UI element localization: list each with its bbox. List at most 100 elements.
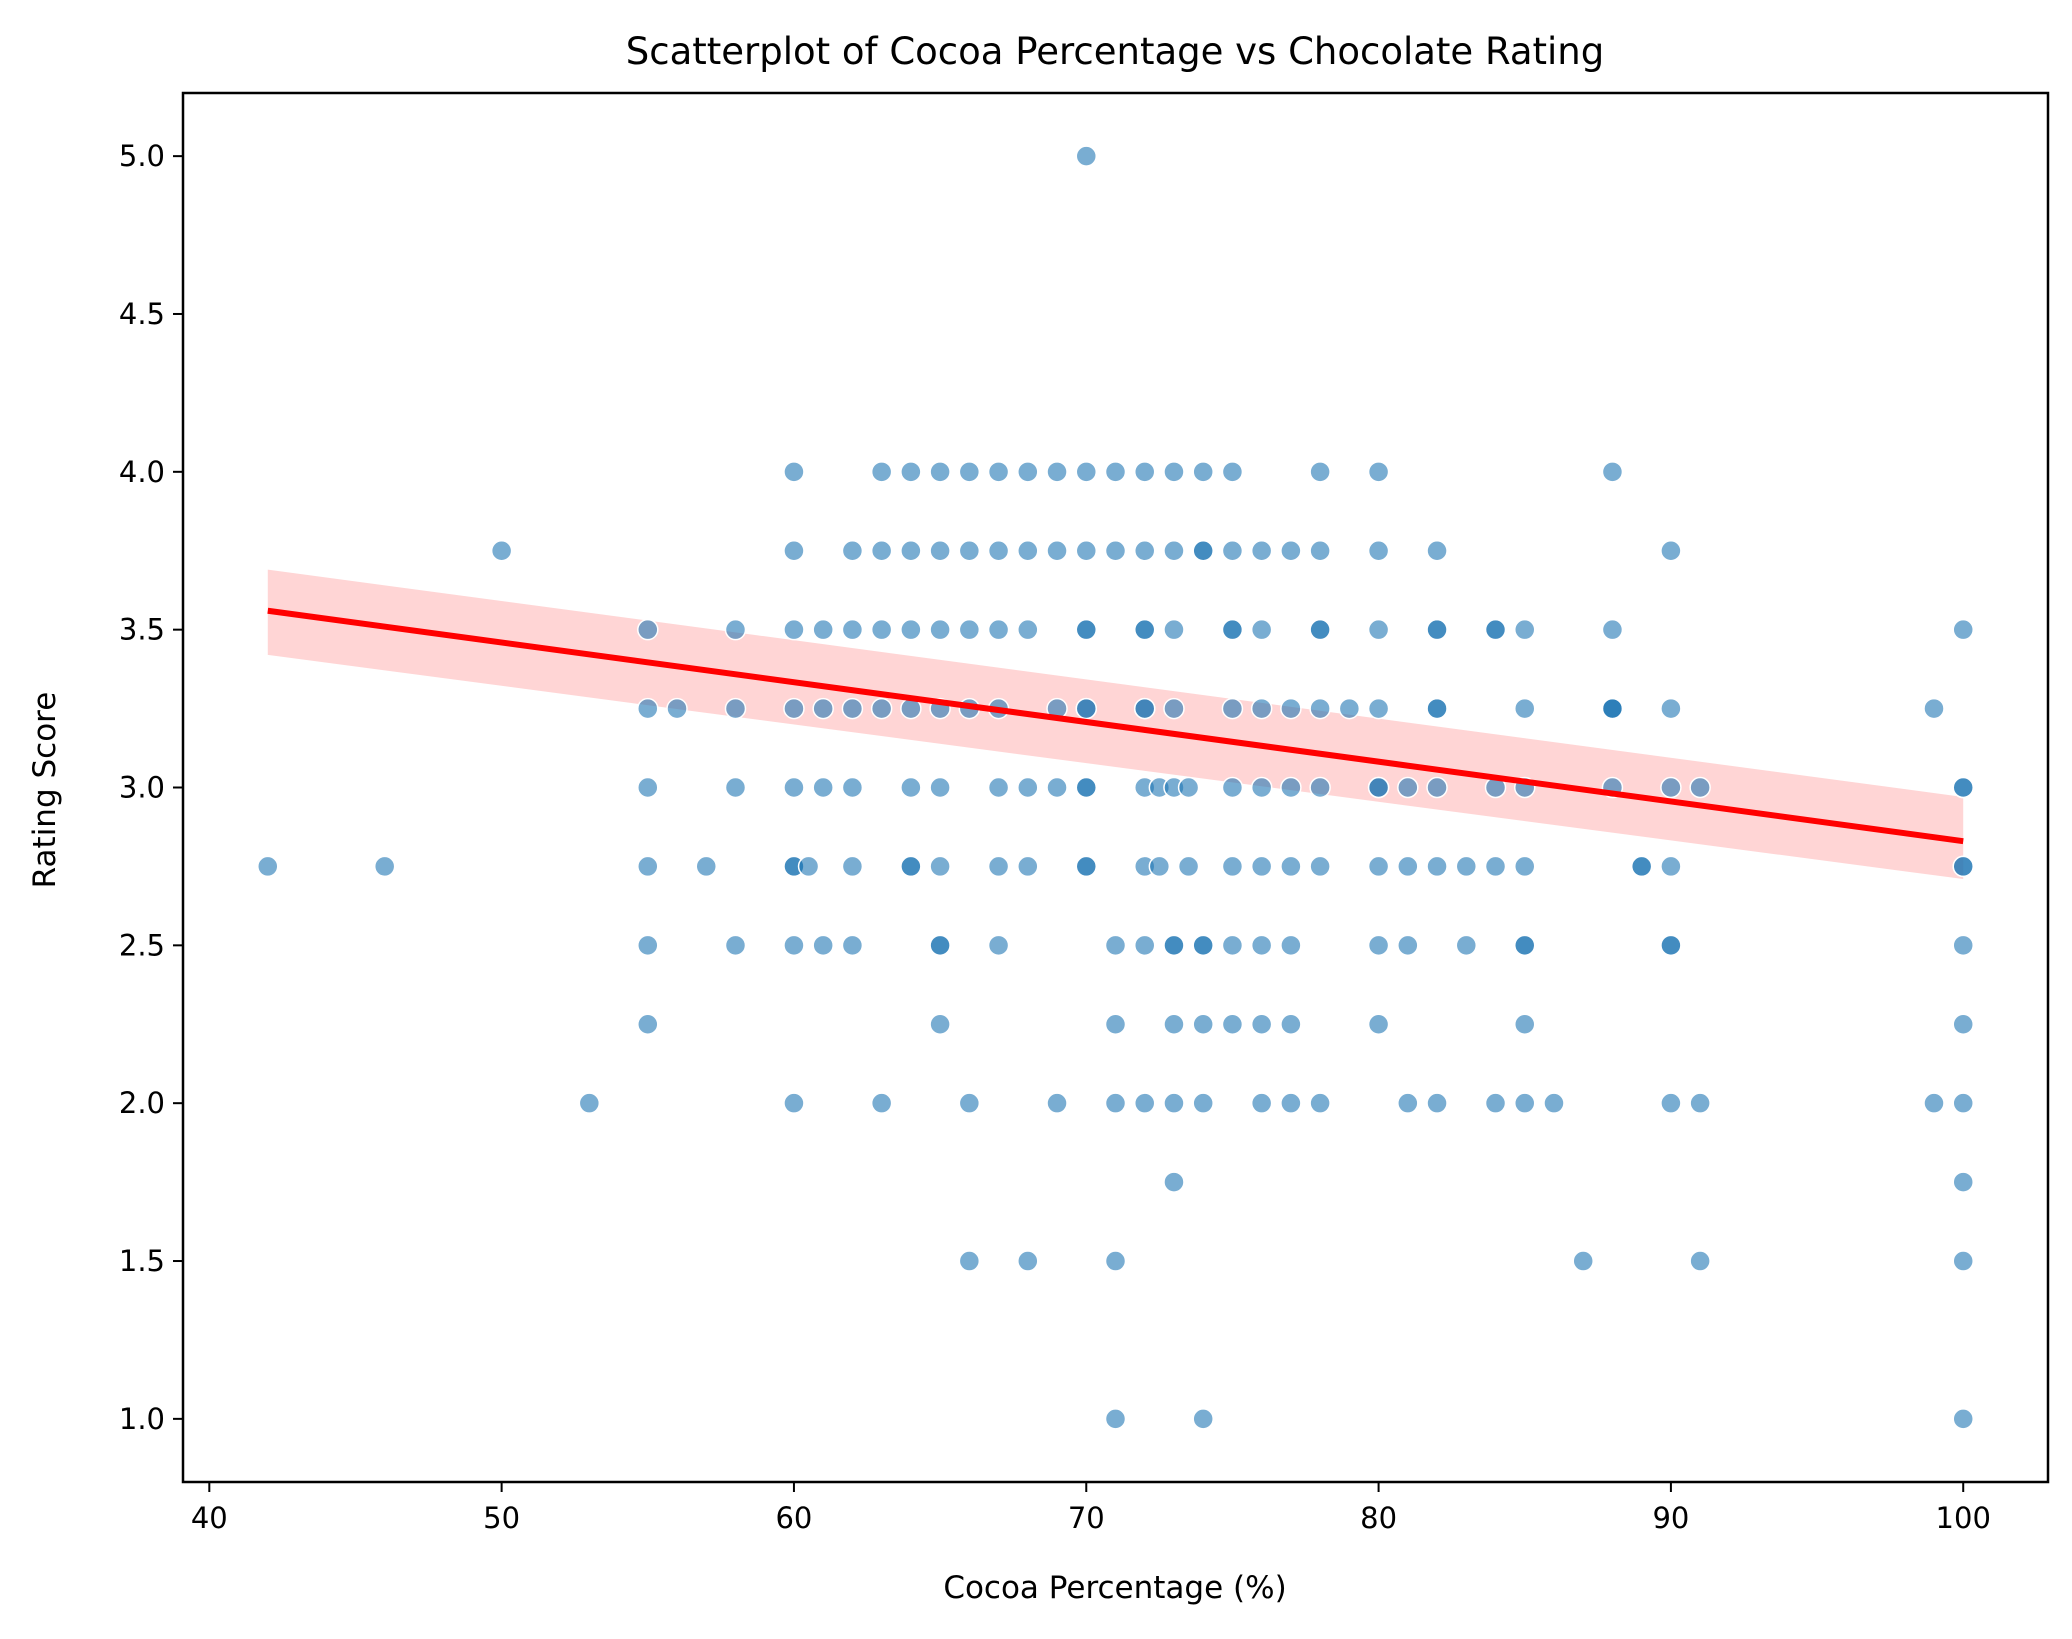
data-point bbox=[1513, 1013, 1536, 1036]
data-point bbox=[900, 618, 922, 641]
x-axis-ticks: 40 50 60 70 80 90 100 bbox=[191, 1482, 1991, 1535]
data-point bbox=[1280, 934, 1302, 957]
data-point bbox=[929, 618, 951, 641]
data-point bbox=[1660, 855, 1682, 878]
data-point bbox=[1280, 697, 1302, 720]
data-point bbox=[1192, 539, 1214, 562]
data-point bbox=[1572, 1250, 1594, 1272]
data-point bbox=[1280, 855, 1302, 878]
data-point bbox=[1133, 539, 1156, 562]
data-point bbox=[1250, 855, 1273, 878]
data-point bbox=[812, 618, 834, 641]
data-point bbox=[1660, 539, 1682, 562]
data-point bbox=[1250, 697, 1273, 720]
data-point bbox=[929, 461, 951, 483]
data-point bbox=[783, 776, 805, 799]
data-point bbox=[958, 1092, 981, 1114]
data-point bbox=[1426, 1092, 1448, 1114]
data-point bbox=[870, 1092, 893, 1114]
data-point bbox=[1104, 934, 1127, 957]
data-point bbox=[1367, 539, 1390, 562]
data-point bbox=[1455, 934, 1478, 957]
data-point bbox=[724, 697, 747, 720]
data-point bbox=[1221, 855, 1244, 878]
data-point bbox=[724, 776, 747, 799]
chart-title: Scatterplot of Cocoa Percentage vs Choco… bbox=[626, 30, 1605, 73]
data-point bbox=[1177, 855, 1200, 878]
data-point bbox=[900, 855, 922, 878]
data-point bbox=[1250, 934, 1273, 957]
data-point bbox=[1309, 697, 1331, 720]
data-point bbox=[1367, 1013, 1390, 1036]
data-point bbox=[1952, 1408, 1974, 1430]
data-point bbox=[1660, 697, 1682, 720]
y-tick-label: 3.5 bbox=[119, 613, 165, 647]
data-point bbox=[1426, 855, 1448, 878]
data-point bbox=[1163, 461, 1185, 483]
data-point bbox=[1660, 776, 1682, 799]
data-point bbox=[1280, 539, 1302, 562]
data-point bbox=[1280, 1092, 1302, 1114]
data-point bbox=[1338, 697, 1361, 720]
data-point bbox=[1221, 618, 1244, 641]
data-point bbox=[1133, 934, 1156, 957]
data-point bbox=[1046, 776, 1068, 799]
data-point bbox=[1426, 697, 1448, 720]
data-point bbox=[987, 855, 1010, 878]
data-point bbox=[1952, 618, 1974, 641]
data-point bbox=[958, 539, 981, 562]
data-point bbox=[1192, 461, 1214, 483]
y-tick-label: 1.0 bbox=[119, 1402, 165, 1436]
data-point bbox=[1017, 1250, 1039, 1272]
data-point bbox=[1133, 697, 1156, 720]
data-point bbox=[1601, 697, 1624, 720]
x-tick-label: 60 bbox=[775, 1501, 812, 1535]
data-point bbox=[1309, 776, 1331, 799]
data-point bbox=[870, 697, 893, 720]
data-point bbox=[1177, 776, 1200, 799]
data-point bbox=[797, 855, 820, 878]
data-point bbox=[987, 934, 1010, 957]
data-point bbox=[1367, 855, 1390, 878]
data-point bbox=[1367, 461, 1390, 483]
data-point bbox=[1513, 618, 1536, 641]
data-point bbox=[812, 776, 834, 799]
data-point bbox=[1426, 539, 1448, 562]
data-point bbox=[929, 855, 951, 878]
data-point bbox=[841, 618, 864, 641]
data-point bbox=[1309, 461, 1331, 483]
regression-line bbox=[267, 607, 1964, 845]
data-point bbox=[1367, 776, 1390, 799]
data-point bbox=[1104, 1013, 1127, 1036]
data-point bbox=[783, 461, 805, 483]
data-point bbox=[841, 697, 864, 720]
data-point bbox=[1367, 934, 1390, 957]
regression-line-layer bbox=[267, 607, 1964, 845]
y-tick-label: 2.0 bbox=[119, 1086, 165, 1120]
data-point bbox=[1017, 539, 1039, 562]
x-axis-label: Cocoa Percentage (%) bbox=[943, 1570, 1286, 1606]
data-point bbox=[695, 855, 718, 878]
data-point bbox=[1075, 697, 1098, 720]
data-point bbox=[1952, 1250, 1974, 1272]
data-point bbox=[929, 934, 951, 957]
data-point bbox=[1133, 461, 1156, 483]
data-point bbox=[1163, 1092, 1185, 1114]
data-point bbox=[1075, 461, 1098, 483]
data-point bbox=[1104, 1250, 1127, 1272]
data-point bbox=[1367, 618, 1390, 641]
data-point bbox=[1689, 1250, 1711, 1272]
data-point bbox=[1484, 1092, 1507, 1114]
y-tick-label: 1.5 bbox=[119, 1244, 165, 1278]
data-point bbox=[1250, 539, 1273, 562]
data-point bbox=[1163, 1171, 1185, 1193]
data-point bbox=[637, 934, 659, 957]
data-point bbox=[1309, 618, 1331, 641]
data-point bbox=[1163, 1013, 1185, 1036]
data-point bbox=[783, 1092, 805, 1114]
data-point bbox=[1148, 855, 1171, 878]
data-point bbox=[1689, 1092, 1711, 1114]
data-point bbox=[1660, 934, 1682, 957]
data-point bbox=[637, 776, 659, 799]
